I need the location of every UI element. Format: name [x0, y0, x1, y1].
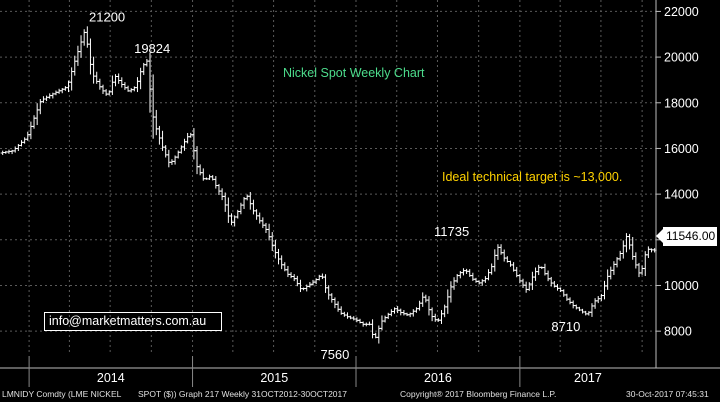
x-tick-label: 2015	[260, 371, 288, 385]
footer-ticker: LMNIDY Comdty (LME NICKEL	[2, 389, 122, 399]
price-annotation: 8710	[551, 319, 580, 334]
y-axis: 800010000120001400016000180002000022000	[655, 0, 699, 368]
y-tick-label: 18000	[664, 96, 699, 110]
price-annotations: 21200 19824 7560 11735 8710	[89, 10, 580, 363]
x-tick-label: 2017	[574, 371, 602, 385]
y-tick-label: 22000	[664, 5, 699, 19]
email-link[interactable]: info@marketmatters.com.au	[44, 312, 222, 331]
x-tick-label: 2016	[424, 371, 452, 385]
footer-copyright: Copyright® 2017 Bloomberg Finance L.P.	[400, 389, 557, 399]
ohlc-bars	[0, 26, 657, 344]
price-chart: 800010000120001400016000180002000022000 …	[0, 0, 720, 387]
price-annotation: 19824	[134, 41, 170, 56]
footer-timestamp: 30-Oct-2017 07:45:31	[626, 389, 709, 399]
footer-bar: LMNIDY Comdty (LME NICKEL SPOT ($)) Grap…	[0, 387, 720, 402]
last-price-badge: 11546.00	[656, 227, 717, 246]
x-axis: 2014 2015 2016 2017	[0, 356, 720, 387]
x-tick-label: 2014	[97, 371, 125, 385]
y-tick-label: 14000	[664, 188, 699, 202]
target-note: Ideal technical target is ~13,000.	[442, 170, 623, 184]
y-tick-label: 20000	[664, 51, 699, 65]
y-tick-label: 10000	[664, 279, 699, 293]
y-tick-label: 16000	[664, 142, 699, 156]
price-annotation: 7560	[320, 347, 349, 362]
y-tick-label: 8000	[664, 325, 692, 339]
price-annotation: 21200	[89, 10, 125, 25]
price-annotation: 11735	[434, 224, 469, 239]
chart-title: Nickel Spot Weekly Chart	[283, 66, 425, 80]
footer-graph-info: SPOT ($)) Graph 217 Weekly 31OCT2012-30O…	[138, 389, 347, 399]
